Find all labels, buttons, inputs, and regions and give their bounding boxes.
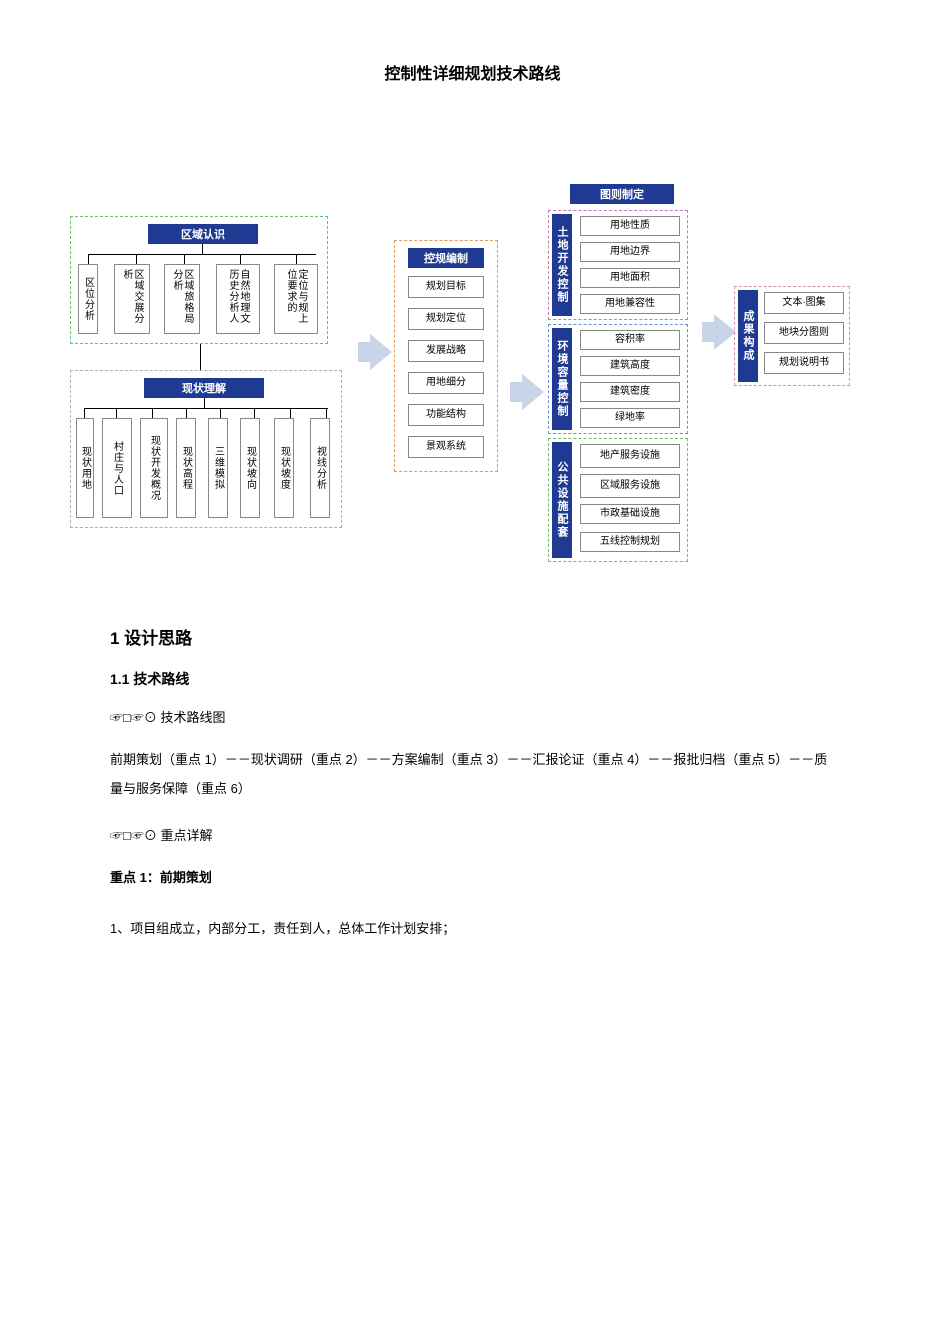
public-item-1: 地产服务设施: [580, 444, 680, 468]
output-item-3: 规划说明书: [764, 352, 844, 374]
status-item-8: 视线分析: [310, 418, 330, 518]
keypoint-1-line: 1、项目组成立，内部分工，责任到人，总体工作计划安排；: [110, 915, 835, 944]
status-item-5: 三维模拟: [208, 418, 228, 518]
side-label-land: 土地开发控制: [552, 214, 572, 316]
sub-heading-detail: ☞□☞⊙ 重点详解: [110, 825, 835, 844]
heading-1: 1 设计思路: [110, 624, 835, 649]
status-item-4: 现状高程: [176, 418, 196, 518]
arrow-right-1: [370, 334, 392, 370]
output-item-1: 文本·图集: [764, 292, 844, 314]
public-item-2: 区域服务设施: [580, 474, 680, 498]
region-item-2: 区域交展分析: [114, 264, 150, 334]
env-item-1: 容积率: [580, 330, 680, 350]
env-item-3: 建筑密度: [580, 382, 680, 402]
sub-b-label: 重点详解: [160, 828, 212, 843]
side-label-public: 公共设施配套: [552, 442, 572, 558]
status-item-6: 现状坡向: [240, 418, 260, 518]
arrow-right-2: [522, 374, 544, 410]
env-item-2: 建筑高度: [580, 356, 680, 376]
keypoint-1-head: 重点 1：前期策划: [110, 864, 835, 893]
side-label-env: 环境容量控制: [552, 328, 572, 430]
arrow-right-3: [714, 314, 736, 350]
header-rules: 图则制定: [570, 184, 674, 204]
process-chain-text: 前期策划（重点 1）－－现状调研（重点 2）－－方案编制（重点 3）－－汇报论证…: [110, 746, 835, 803]
env-item-4: 绿地率: [580, 408, 680, 428]
public-item-3: 市政基础设施: [580, 504, 680, 524]
header-plan: 控规编制: [408, 248, 484, 268]
land-item-1: 用地性质: [580, 216, 680, 236]
region-item-5: 定位与规上位要求的: [274, 264, 318, 334]
output-item-2: 地块分图则: [764, 322, 844, 344]
land-item-2: 用地边界: [580, 242, 680, 262]
sub-a-label: 技术路线图: [160, 710, 225, 725]
public-item-4: 五线控制规划: [580, 532, 680, 552]
flowchart-diagram: 区域认识 区位分析 区域交展分析 区域旅格局分析 自然地理文历史分析人 定位与规…: [70, 184, 830, 594]
plan-item-3: 发展战略: [408, 340, 484, 362]
header-status: 现状理解: [144, 378, 264, 398]
plan-item-6: 景观系统: [408, 436, 484, 458]
status-item-2: 村庄与人口: [102, 418, 132, 518]
land-item-4: 用地兼容性: [580, 294, 680, 314]
plan-item-1: 规划目标: [408, 276, 484, 298]
status-item-7: 现状坡度: [274, 418, 294, 518]
plan-item-5: 功能结构: [408, 404, 484, 426]
status-item-1: 现状用地: [76, 418, 94, 518]
sub-heading-route: ☞□☞⊙ 技术路线图: [110, 707, 835, 726]
region-item-1: 区位分析: [78, 264, 98, 334]
plan-item-2: 规划定位: [408, 308, 484, 330]
land-item-3: 用地面积: [580, 268, 680, 288]
bullet-prefix: ☞□☞⊙: [110, 710, 157, 725]
document-title: 控制性详细规划技术路线: [110, 60, 835, 84]
heading-1-1: 1.1 技术路线: [110, 669, 835, 689]
side-label-output: 成果构成: [738, 290, 758, 382]
plan-item-4: 用地细分: [408, 372, 484, 394]
region-item-4: 自然地理文历史分析人: [216, 264, 260, 334]
bullet-prefix-2: ☞□☞⊙: [110, 828, 157, 843]
header-region: 区域认识: [148, 224, 258, 244]
region-item-3: 区域旅格局分析: [164, 264, 200, 334]
status-item-3: 现状开发概况: [140, 418, 168, 518]
